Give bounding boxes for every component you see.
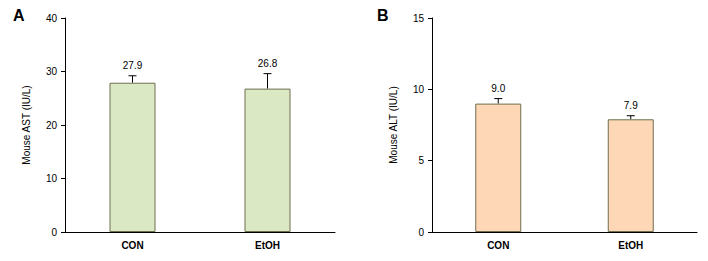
svg-text:CON: CON <box>487 240 509 251</box>
svg-text:CON: CON <box>121 240 143 251</box>
svg-text:0: 0 <box>418 227 424 238</box>
svg-text:Mouse AST (IU/L): Mouse AST (IU/L) <box>21 85 32 164</box>
svg-text:Mouse ALT (IU/L): Mouse ALT (IU/L) <box>388 86 399 163</box>
svg-text:20: 20 <box>46 120 58 131</box>
svg-text:7.9: 7.9 <box>624 100 638 111</box>
svg-text:10: 10 <box>413 84 425 95</box>
svg-text:EtOH: EtOH <box>618 240 643 251</box>
svg-text:26.8: 26.8 <box>258 58 278 69</box>
svg-text:30: 30 <box>46 66 58 77</box>
svg-text:9.0: 9.0 <box>491 83 505 94</box>
svg-text:40: 40 <box>46 13 58 24</box>
svg-text:5: 5 <box>418 155 424 166</box>
svg-text:A: A <box>13 7 25 24</box>
svg-text:10: 10 <box>46 173 58 184</box>
svg-text:0: 0 <box>51 227 57 238</box>
svg-text:B: B <box>377 7 389 24</box>
svg-text:27.9: 27.9 <box>123 60 143 71</box>
svg-text:EtOH: EtOH <box>255 240 280 251</box>
svg-text:15: 15 <box>413 13 425 24</box>
